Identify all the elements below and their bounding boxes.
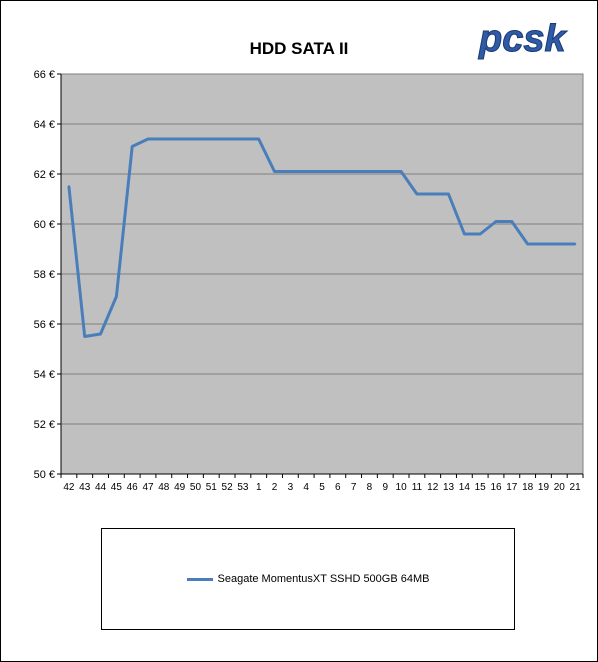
data-point [146, 137, 150, 141]
data-point [463, 232, 466, 236]
x-tick-label: 8 [367, 482, 373, 493]
data-point [67, 185, 71, 188]
data-point [304, 170, 308, 173]
legend-swatch [186, 577, 213, 581]
x-tick-label: 46 [127, 482, 139, 493]
data-point [210, 137, 213, 141]
legend-label: Seagate MomentusXT SSHD 500GB 64MB [217, 573, 430, 585]
data-point [542, 242, 545, 246]
x-tick-label: 44 [95, 482, 107, 493]
x-tick-label: 16 [490, 482, 502, 493]
data-point [162, 137, 166, 141]
x-tick-label: 1 [256, 482, 262, 493]
x-tick-label: 47 [142, 482, 154, 493]
x-tick-label: 9 [382, 482, 388, 493]
x-tick-label: 4 [303, 482, 309, 493]
data-point [273, 170, 276, 173]
data-point [431, 192, 434, 196]
y-tick-label: 54 € [34, 369, 55, 381]
y-tick-label: 64 € [34, 119, 55, 131]
x-tick-label: 45 [111, 482, 123, 493]
x-tick-label: 17 [506, 482, 518, 493]
data-point [384, 170, 387, 173]
data-point [225, 137, 229, 141]
legend: Seagate MomentusXT SSHD 500GB 64MB [101, 528, 515, 630]
data-point [257, 137, 260, 141]
y-tick-label: 60 € [34, 219, 55, 231]
data-point [478, 232, 482, 236]
data-point [289, 170, 292, 173]
x-tick-label: 14 [459, 482, 471, 493]
data-point [178, 137, 181, 141]
grid-lines [61, 123, 583, 425]
data-point [447, 192, 450, 196]
x-tick-label: 19 [538, 482, 550, 493]
y-tick-label: 62 € [34, 169, 55, 181]
data-point [526, 242, 529, 246]
data-point [241, 137, 245, 141]
x-tick-label: 20 [554, 482, 566, 493]
logo-text: pcsk [478, 18, 567, 60]
pcosk-logo: pcsk [478, 18, 568, 61]
x-tick-label: 7 [351, 482, 357, 493]
data-point [415, 192, 419, 196]
y-tick-label: 56 € [34, 319, 55, 331]
data-point [494, 220, 498, 223]
series-group [67, 137, 577, 338]
x-tick-label: 12 [427, 482, 439, 493]
y-tick-label: 50 € [34, 469, 55, 481]
x-tick-label: 13 [443, 482, 455, 493]
x-tick-label: 3 [288, 482, 294, 493]
data-point [130, 145, 134, 148]
data-point [83, 335, 86, 338]
x-tick-label: 11 [412, 482, 423, 493]
x-tick-label: 53 [237, 482, 249, 493]
x-tick-label: 52 [222, 482, 234, 493]
line-chart: HDD SATA II pcsk 50 € 52 € 54 € 56 € 58 € 60 … [34, 18, 584, 493]
data-point [115, 295, 118, 298]
x-tick-label: 51 [206, 482, 218, 493]
y-tick-label: 66 € [34, 69, 55, 81]
y-axis: 50 € 52 € 54 € 56 € 58 € 60 € 62 € 64 € 66 € [34, 69, 62, 481]
data-point [399, 170, 403, 173]
data-point [194, 137, 197, 141]
y-tick-label: 58 € [34, 269, 55, 281]
x-tick-label: 21 [570, 482, 582, 493]
chart-title: HDD SATA II [250, 39, 349, 58]
x-axis: 42 43 44 45 46 47 48 49 50 51 52 53 1 2 3 4 5 6 7 8 9 10 11 12 1… [60, 473, 584, 493]
data-point [510, 220, 514, 223]
data-point [558, 242, 561, 246]
x-tick-label: 50 [190, 482, 202, 493]
x-tick-label: 48 [158, 482, 170, 493]
x-tick-label: 42 [63, 482, 75, 493]
x-tick-label: 49 [174, 482, 186, 493]
data-point [573, 242, 577, 246]
data-point [320, 170, 324, 173]
data-point [99, 332, 102, 336]
x-tick-label: 6 [335, 482, 341, 493]
data-point [336, 170, 340, 173]
x-tick-label: 10 [396, 482, 408, 493]
x-tick-label: 18 [522, 482, 534, 493]
x-tick-label: 5 [319, 482, 325, 493]
y-tick-label: 52 € [34, 419, 55, 431]
x-tick-label: 43 [79, 482, 91, 493]
x-tick-label: 15 [475, 482, 487, 493]
data-point [352, 170, 355, 173]
data-point [368, 170, 371, 173]
x-tick-label: 2 [272, 482, 278, 493]
